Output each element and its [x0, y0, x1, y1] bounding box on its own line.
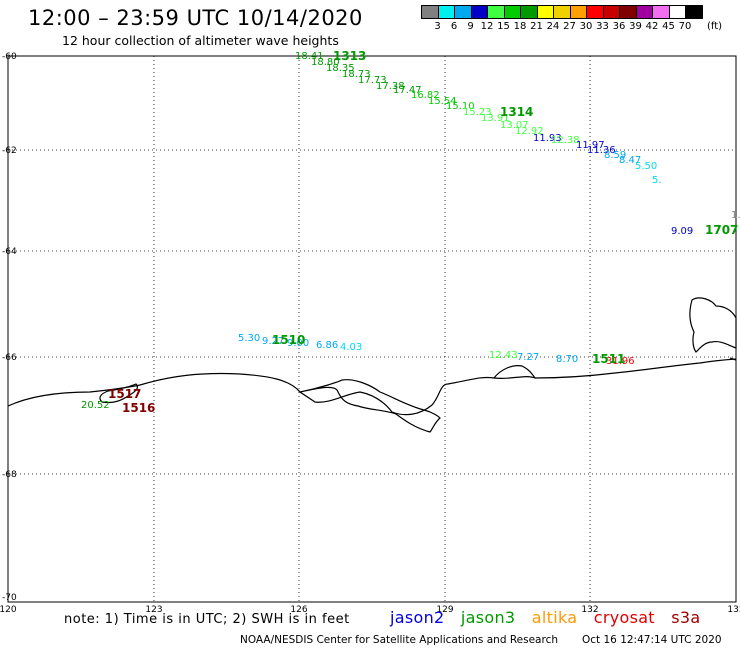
observation-label: 8.59	[604, 150, 626, 161]
observation-label: 8.70	[556, 354, 578, 365]
legend-label: 27	[563, 21, 576, 32]
observation-label: 7.27	[517, 352, 539, 363]
observation-label: 16.82	[411, 90, 440, 101]
coastline	[7, 297, 737, 433]
longitude-label: 135	[727, 605, 740, 615]
legend-label: 36	[612, 21, 626, 32]
observation-label: 9.27	[262, 336, 284, 347]
observation-label: 1.77	[731, 210, 740, 221]
satellite-label: altika	[531, 608, 578, 627]
observation-label: 15.23	[463, 107, 492, 118]
legend-label: 12	[480, 21, 494, 32]
longitude-label: 129	[436, 605, 453, 615]
legend-swatch	[685, 5, 703, 19]
pass-label: 1511	[592, 352, 625, 366]
satellite-label: jason3	[460, 608, 516, 627]
legend-label: 42	[645, 21, 659, 32]
observation-label: 15.54	[428, 96, 457, 107]
pass-label: 1510	[272, 333, 305, 347]
pass-label: 1707	[705, 223, 738, 237]
observation-label: 8.47	[619, 155, 641, 166]
pass-label: 1313	[333, 49, 366, 63]
observation-label: 4.03	[340, 342, 362, 353]
observation-label: 18.80	[311, 57, 340, 68]
observation-label: 18.35	[326, 63, 355, 74]
observation-label: 6.86	[316, 340, 338, 351]
legend-label: 21	[530, 21, 543, 32]
legend-label: 15	[497, 21, 510, 32]
longitude-label: 126	[290, 605, 307, 615]
credit-text: NOAA/NESDIS Center for Satellite Applica…	[240, 634, 558, 646]
legend-unit: (ft)	[707, 21, 723, 32]
observation-label: 13.07	[500, 120, 529, 131]
legend-label: 70	[678, 21, 692, 32]
observation-label: 18.41	[295, 51, 324, 62]
observation-label: 5.30	[238, 333, 260, 344]
graticule	[8, 56, 736, 602]
legend-label: 24	[546, 21, 560, 32]
latitude-labels: -60 -62 -64 -66 -68 -70	[2, 52, 17, 603]
observation-label: 11.93	[533, 133, 562, 144]
observation-label: 17.38	[376, 81, 405, 92]
observation-label: 9.09	[671, 226, 693, 237]
legend-swatches	[421, 5, 703, 19]
latitude-label: -68	[2, 470, 17, 480]
observation-labels: 18.4118.8018.3518.7317.7317.3817.4716.82…	[81, 51, 740, 411]
observation-label: 15.10	[446, 101, 475, 112]
latitude-label: -60	[2, 52, 17, 62]
observation-label: 13.91	[481, 113, 510, 124]
page-title: 12:00 – 23:59 UTC 10/14/2020	[28, 6, 363, 30]
observation-label: 17.47	[393, 85, 422, 96]
legend-label: 39	[629, 21, 642, 32]
legend-label: 30	[579, 21, 593, 32]
timestamp: Oct 16 12:47:14 UTC 2020	[582, 634, 722, 646]
pass-label: 1516	[122, 401, 155, 415]
latitude-label: -64	[2, 247, 17, 257]
page-subtitle: 12 hour collection of altimeter wave hei…	[62, 33, 339, 48]
color-legend: 3 6 9 12 15 18 21 24 27 30 33 36 39 42 45 70 (ft)	[421, 5, 722, 35]
observation-label: 12.43	[489, 350, 518, 361]
observation-label: 17.73	[358, 75, 387, 86]
legend-label: 33	[596, 21, 609, 32]
map-frame	[7, 55, 737, 603]
legend-label: 45	[662, 21, 675, 32]
legend-label: 3	[434, 21, 441, 32]
satellite-label: jason2	[390, 608, 445, 627]
footer-note: note: 1) Time is in UTC; 2) SWH is in fe…	[64, 612, 350, 627]
satellite-label: cryosat	[593, 608, 655, 627]
legend-label: 6	[450, 21, 458, 32]
observation-label: 9.00	[287, 338, 309, 349]
longitude-label: 123	[145, 605, 162, 615]
observation-label: 11.36	[587, 145, 616, 156]
latitude-label: -66	[2, 353, 17, 363]
longitude-label: 132	[581, 605, 598, 615]
observation-label: 20.52	[81, 400, 110, 411]
observation-label: 18.73	[342, 69, 371, 80]
longitude-label: 120	[0, 605, 17, 615]
legend-labels: 3 6 9 12 15 18 21 24 27 30 33 36 39 42 45 70	[421, 21, 702, 35]
pass-label: 1314	[500, 105, 533, 119]
latitude-label: -62	[2, 146, 17, 156]
observation-label: 11.97	[576, 140, 605, 151]
legend-label: 9	[467, 21, 474, 32]
observation-label: 5.	[652, 175, 662, 186]
pass-label: 1517	[108, 387, 141, 401]
longitude-labels: 120 123 126 129 132 135	[0, 605, 740, 615]
observation-label: 12.38	[551, 135, 580, 146]
satellite-legend: jason2 jason3 altika cryosat s3a	[390, 608, 712, 627]
legend-label: 18	[513, 21, 527, 32]
satellite-label: s3a	[671, 608, 701, 627]
observation-label: 31.96	[606, 356, 635, 367]
latitude-label: -70	[2, 593, 17, 603]
observation-label: 5.50	[635, 161, 657, 172]
observation-label: 12.92	[515, 126, 544, 137]
